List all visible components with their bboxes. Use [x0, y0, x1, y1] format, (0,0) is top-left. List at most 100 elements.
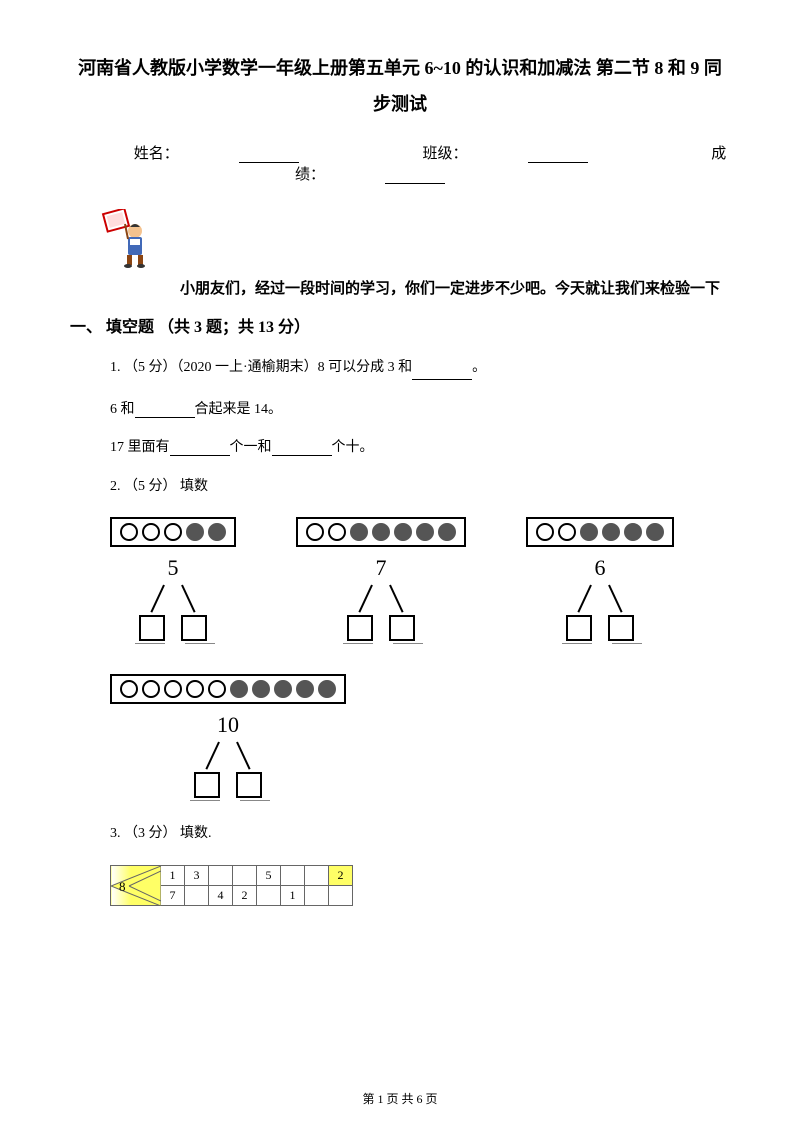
answer-box[interactable]: [236, 772, 262, 798]
question-1: 1. （5 分）（2020 一上·通榆期末）8 可以分成 3 和 。: [110, 355, 730, 380]
diagram-10: 10: [110, 674, 346, 801]
q3-r2c8[interactable]: [329, 885, 353, 905]
circle-filled: [438, 523, 456, 541]
q1-suffix: 。: [472, 360, 486, 375]
answer-box[interactable]: [566, 615, 592, 641]
answer-box[interactable]: [139, 615, 165, 641]
name-label: 姓名：: [134, 146, 179, 162]
circle-white: [306, 523, 324, 541]
circle-filled: [602, 523, 620, 541]
circle-white: [186, 680, 204, 698]
name-blank[interactable]: [239, 147, 299, 163]
q3-r2c4: 2: [233, 885, 257, 905]
circle-white: [120, 680, 138, 698]
diagram-number: 10: [217, 712, 239, 738]
answer-underline[interactable]: [612, 643, 642, 644]
q1-line2: 6 和 合起来是 14。: [110, 398, 730, 418]
branch-lines: [188, 742, 268, 772]
q1-blank-1[interactable]: [412, 364, 472, 380]
q3-r1c4[interactable]: [233, 865, 257, 885]
diagram-7: 7: [296, 517, 466, 644]
q1-l2a: 6 和: [110, 402, 135, 417]
q3-r2c7[interactable]: [305, 885, 329, 905]
answer-boxes: [347, 615, 415, 641]
q1-l2b: 合起来是 14。: [195, 402, 283, 417]
circle-filled: [318, 680, 336, 698]
q3-r2c2[interactable]: [185, 885, 209, 905]
branch-lines: [560, 585, 640, 615]
q1-l3a: 17 里面有: [110, 440, 170, 455]
branch-lines: [133, 585, 213, 615]
q2-diagrams: 5 7 6 10: [110, 517, 730, 801]
answer-underline[interactable]: [393, 643, 423, 644]
q1-l3c: 个十。: [332, 440, 374, 455]
answer-box[interactable]: [608, 615, 634, 641]
q1-blank-4[interactable]: [272, 440, 332, 456]
circle-filled: [274, 680, 292, 698]
circle-filled: [252, 680, 270, 698]
answer-box[interactable]: [347, 615, 373, 641]
q3-split-cell: 8: [111, 865, 161, 905]
class-label: 班级：: [422, 146, 467, 162]
q3-r2c6: 1: [281, 885, 305, 905]
answer-underline[interactable]: [343, 643, 373, 644]
circle-white: [142, 523, 160, 541]
q3-r2c3: 4: [209, 885, 233, 905]
circle-filled: [230, 680, 248, 698]
q3-left-num: 8: [119, 879, 126, 894]
answer-box[interactable]: [194, 772, 220, 798]
diagram-number: 7: [376, 555, 387, 581]
teacher-icon: [100, 209, 160, 269]
teacher-icon-row: [70, 209, 730, 269]
q1-prefix: 1. （5 分）（2020 一上·通榆期末）8 可以分成 3 和: [110, 360, 412, 375]
student-info-line: 姓名： 班级： 成绩：: [70, 142, 730, 184]
intro-text: 小朋友们，经过一段时间的学习，你们一定进步不少吧。今天就让我们来检验一下: [80, 277, 730, 298]
answer-boxes: [139, 615, 207, 641]
answer-underline[interactable]: [185, 643, 215, 644]
answer-boxes: [566, 615, 634, 641]
diagram-number: 6: [595, 555, 606, 581]
circle-filled: [350, 523, 368, 541]
q3-r2c1: 7: [161, 885, 185, 905]
q1-blank-3[interactable]: [170, 440, 230, 456]
circle-white: [328, 523, 346, 541]
circle-filled: [186, 523, 204, 541]
circle-white: [120, 523, 138, 541]
q1-blank-2[interactable]: [135, 402, 195, 418]
answer-boxes: [194, 772, 262, 798]
answer-underline[interactable]: [240, 800, 270, 801]
circle-filled: [296, 680, 314, 698]
q3-r2c5[interactable]: [257, 885, 281, 905]
branch-lines: [341, 585, 421, 615]
q3-r1c3[interactable]: [209, 865, 233, 885]
class-blank[interactable]: [528, 147, 588, 163]
score-blank[interactable]: [385, 168, 445, 184]
circle-filled: [646, 523, 664, 541]
diagram-6: 6: [526, 517, 674, 644]
diagram-5: 5: [110, 517, 236, 644]
page-title: 河南省人教版小学数学一年级上册第五单元 6~10 的认识和加减法 第二节 8 和…: [70, 50, 730, 122]
answer-box[interactable]: [389, 615, 415, 641]
q3-r1c2: 3: [185, 865, 209, 885]
q1-line3: 17 里面有个一和个十。: [110, 436, 730, 456]
circle-filled: [624, 523, 642, 541]
circle-box: [110, 517, 236, 547]
answer-underline[interactable]: [190, 800, 220, 801]
section-1-header: 一、 填空题 （共 3 题；共 13 分）: [70, 313, 730, 337]
answer-underline[interactable]: [135, 643, 165, 644]
answer-underline[interactable]: [562, 643, 592, 644]
q3-r1c6[interactable]: [281, 865, 305, 885]
q3-r1c5: 5: [257, 865, 281, 885]
circle-filled: [580, 523, 598, 541]
q3-r1c1: 1: [161, 865, 185, 885]
circle-filled: [208, 523, 226, 541]
q3-r1c7[interactable]: [305, 865, 329, 885]
answer-box[interactable]: [181, 615, 207, 641]
circle-white: [164, 523, 182, 541]
circle-box: [526, 517, 674, 547]
circle-white: [142, 680, 160, 698]
q3-table: 8 1 3 5 2 7 4 2 1: [110, 865, 353, 906]
circle-white: [558, 523, 576, 541]
diagram-number: 5: [168, 555, 179, 581]
circle-filled: [394, 523, 412, 541]
